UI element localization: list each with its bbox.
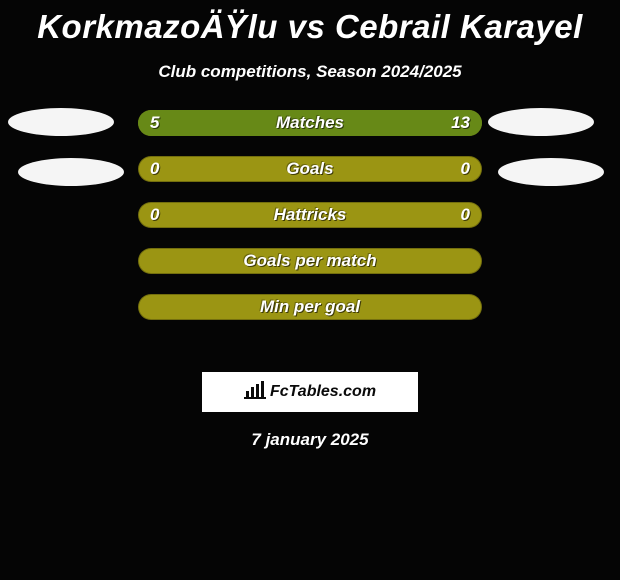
comparison-stage: 5 Matches 13 0 Goals 0 0 Hattricks 0 Goa… [0, 108, 620, 358]
stat-bar-min-per-goal: Min per goal [138, 294, 482, 320]
stat-label: Hattricks [138, 202, 482, 228]
credit-badge: FcTables.com [202, 372, 418, 412]
avatar-left-2 [18, 158, 124, 186]
avatar-left-1 [8, 108, 114, 136]
stat-bar-matches: 5 Matches 13 [138, 110, 482, 136]
stat-label: Min per goal [138, 294, 482, 320]
stat-right-value: 13 [451, 110, 470, 136]
avatar-right-1 [488, 108, 594, 136]
footer-date: 7 january 2025 [0, 430, 620, 450]
chart-icon [244, 381, 266, 404]
stat-right-value: 0 [461, 202, 470, 228]
credit-text: FcTables.com [270, 383, 376, 401]
stat-bar-goals: 0 Goals 0 [138, 156, 482, 182]
page-title: KorkmazoÄŸlu vs Cebrail Karayel [0, 0, 620, 46]
subtitle: Club competitions, Season 2024/2025 [0, 62, 620, 82]
stat-bar-hattricks: 0 Hattricks 0 [138, 202, 482, 228]
stat-bar-goals-per-match: Goals per match [138, 248, 482, 274]
stat-label: Goals [138, 156, 482, 182]
stat-right-value: 0 [461, 156, 470, 182]
avatar-right-2 [498, 158, 604, 186]
stat-label: Goals per match [138, 248, 482, 274]
stat-label: Matches [138, 110, 482, 136]
